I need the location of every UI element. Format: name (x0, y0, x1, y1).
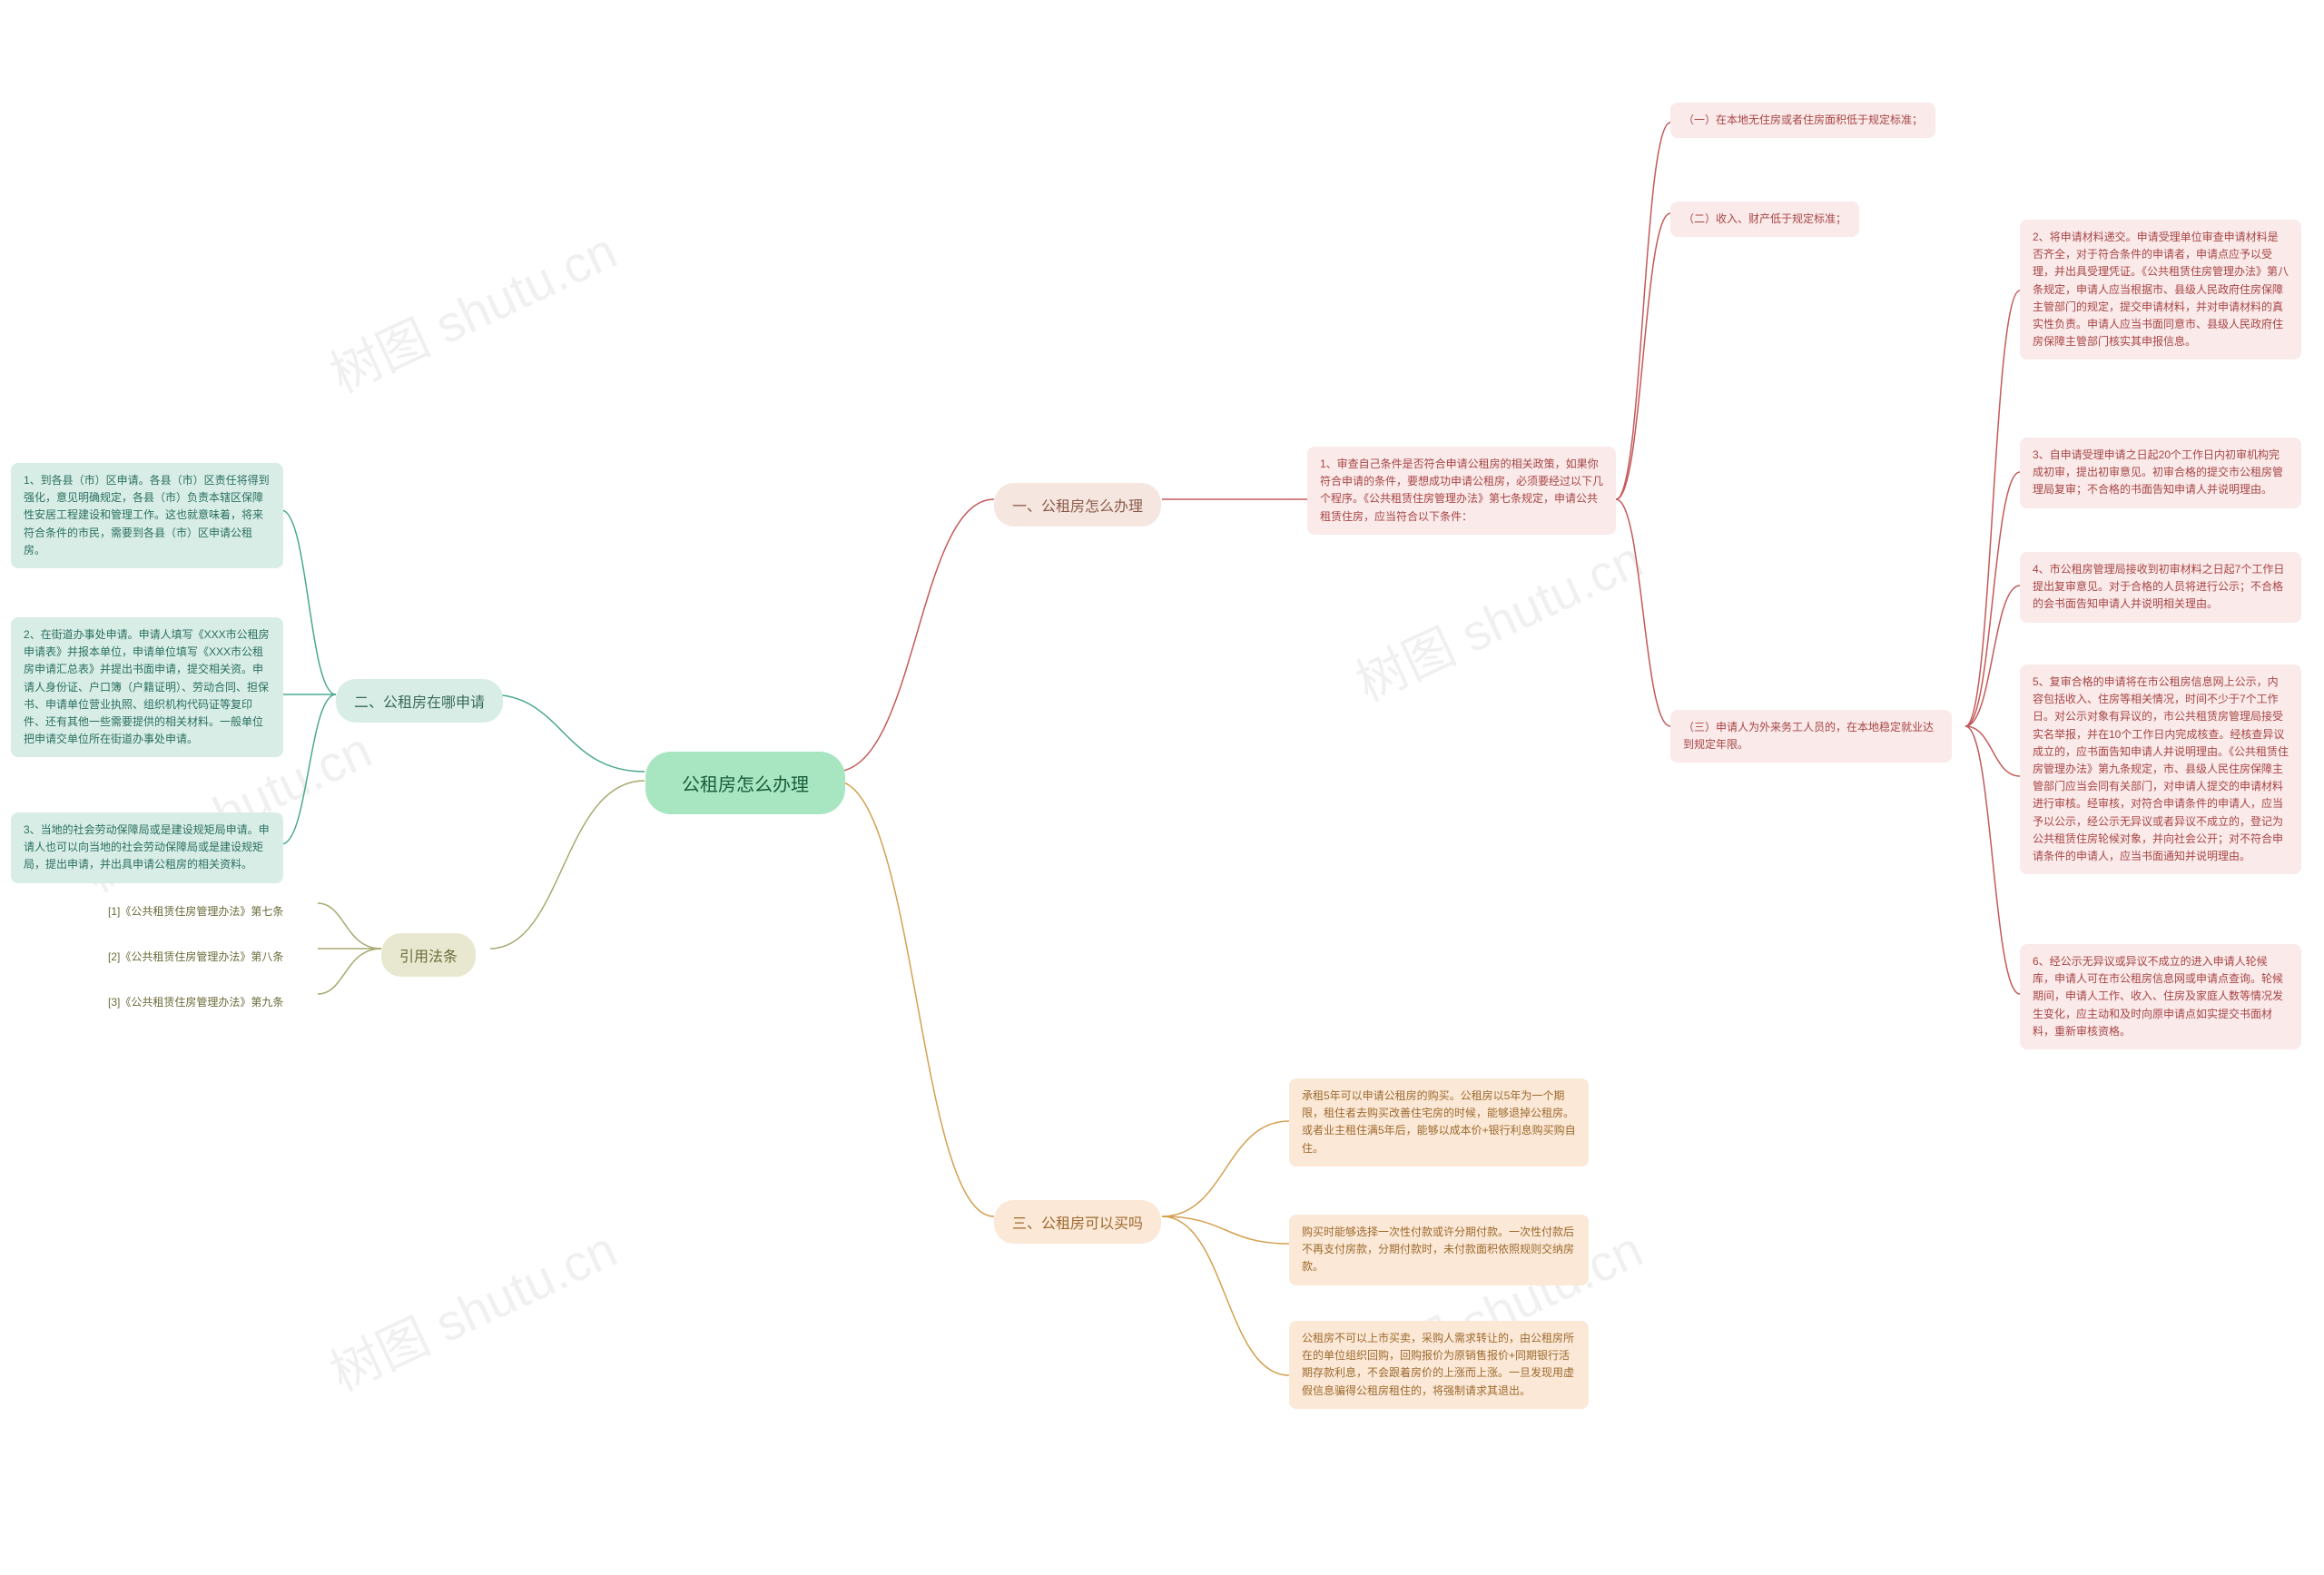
leaf-node: 6、经公示无异议或异议不成立的进入申请人轮候库，申请人可在市公租房信息网或申请点… (2020, 944, 2301, 1049)
leaf-node: （三）申请人为外来务工人员的，在本地稳定就业达到规定年限。 (1670, 710, 1952, 763)
watermark: 树图 shutu.cn (1343, 519, 1653, 716)
leaf-node: 4、市公租房管理局接收到初审材料之日起7个工作日提出复审意见。对于合格的人员将进… (2020, 552, 2301, 623)
leaf-node: 公租房不可以上市买卖，采购人需求转让的，由公租房所在的单位组织回购，回购报价为原… (1289, 1321, 1589, 1409)
leaf-node: （二）收入、财产低于规定标准； (1670, 202, 1859, 237)
branch-node-3[interactable]: 三、公租房可以买吗 (994, 1200, 1161, 1244)
leaf-node: 承租5年可以申请公租房的购买。公租房以5年为一个期限，租住者去购买改善住宅房的时… (1289, 1078, 1589, 1166)
leaf-node: 1、审查自己条件是否符合申请公租房的相关政策，如果你符合申请的条件，要想成功申请… (1307, 447, 1616, 535)
leaf-node: 1、到各县（市）区申请。各县（市）区责任将得到强化，意见明确规定，各县（市）负责… (11, 463, 283, 568)
leaf-node: （一）在本地无住房或者住房面积低于规定标准； (1670, 103, 1935, 138)
branch-node-1[interactable]: 一、公租房怎么办理 (994, 483, 1161, 527)
leaf-node: [3]《公共租赁住房管理办法》第九条 (95, 985, 296, 1020)
leaf-node: 3、当地的社会劳动保障局或是建设规矩局申请。申请人也可以向当地的社会劳动保障局或… (11, 812, 283, 883)
leaf-node: [1]《公共租赁住房管理办法》第七条 (95, 894, 296, 930)
watermark: 树图 shutu.cn (317, 1209, 627, 1406)
leaf-node: 5、复审合格的申请将在市公租房信息网上公示，内容包括收入、住房等相关情况，时间不… (2020, 664, 2301, 874)
leaf-node: [2]《公共租赁住房管理办法》第八条 (95, 940, 296, 975)
leaf-node: 购买时能够选择一次性付款或许分期付款。一次性付款后不再支付房款，分期付款时，未付… (1289, 1215, 1589, 1285)
leaf-node: 2、将申请材料递交。申请受理单位审查申请材料是否齐全，对于符合条件的申请者，申请… (2020, 220, 2301, 359)
root-node[interactable]: 公租房怎么办理 (645, 752, 845, 814)
branch-node-2[interactable]: 二、公租房在哪申请 (336, 679, 503, 723)
watermark: 树图 shutu.cn (317, 211, 627, 408)
leaf-node: 3、自申请受理申请之日起20个工作日内初审机构完成初审，提出初审意见。初审合格的… (2020, 438, 2301, 508)
leaf-node: 2、在街道办事处申请。申请人填写《XXX市公租房申请表》并报本单位，申请单位填写… (11, 617, 283, 757)
branch-node-legal[interactable]: 引用法条 (381, 933, 476, 977)
connection-lines (0, 0, 2324, 1575)
